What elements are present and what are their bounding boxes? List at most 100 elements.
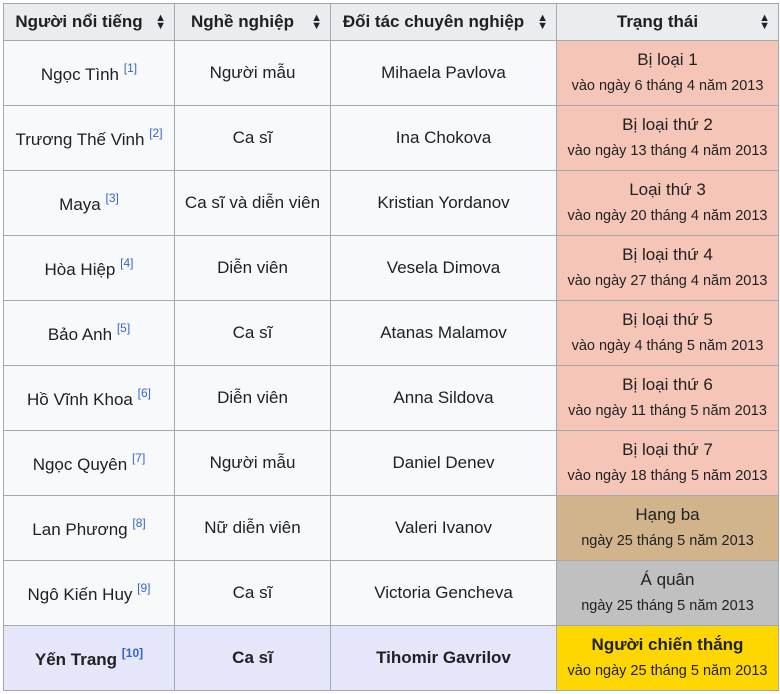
status-cell: Loại thứ 3 vào ngày 20 tháng 4 năm 2013 bbox=[556, 170, 779, 236]
status-cell: Người chiến thắng vào ngày 25 tháng 5 năm… bbox=[556, 625, 779, 691]
status-cell: Bị loại 1 vào ngày 6 tháng 4 năm 2013 bbox=[556, 40, 779, 106]
reference-link[interactable]: [10] bbox=[121, 646, 144, 660]
table-row: Hòa Hiệp [4] Diễn viên Vesela Dimova Bị … bbox=[3, 235, 779, 301]
partner-cell: Victoria Gencheva bbox=[330, 560, 557, 626]
celebrity-name: Lan Phương bbox=[32, 520, 128, 539]
partner-cell: Vesela Dimova bbox=[330, 235, 557, 301]
column-header-label: Người nổi tiếng bbox=[15, 12, 143, 31]
occupation-cell: Ca sĩ và diễn viên bbox=[174, 170, 331, 236]
partner-cell: Anna Sildova bbox=[330, 365, 557, 431]
partner-cell: Tihomir Gavrilov bbox=[330, 625, 557, 691]
column-header-label: Trạng thái bbox=[616, 12, 699, 31]
occupation-cell: Ca sĩ bbox=[174, 560, 331, 626]
celebrity-name: Hòa Hiệp bbox=[44, 260, 116, 279]
partner-cell: Ina Chokova bbox=[330, 105, 557, 171]
table-row: Trương Thế Vinh [2] Ca sĩ Ina Chokova Bị… bbox=[3, 105, 779, 171]
celebrity-name: Maya bbox=[59, 195, 101, 214]
status-date: ngày 25 tháng 5 năm 2013 bbox=[581, 598, 754, 614]
occupation-cell: Ca sĩ bbox=[174, 300, 331, 366]
contestants-table: Người nổi tiếng ▲ ▼ Nghề nghiệp ▲ ▼ Đối tác ch… bbox=[3, 3, 779, 691]
column-header-1[interactable]: Nghề nghiệp ▲ ▼ bbox=[174, 3, 331, 41]
status-text: Bị loại thứ 7 bbox=[622, 440, 713, 459]
status-cell: Bị loại thứ 2 vào ngày 13 tháng 4 năm 201… bbox=[556, 105, 779, 171]
celebrity-cell: Hòa Hiệp [4] bbox=[3, 235, 175, 301]
celebrity-name: Trương Thế Vinh bbox=[15, 130, 145, 149]
celebrity-name: Bảo Anh bbox=[47, 325, 113, 344]
table-row: Ngọc Tình [1] Người mẫu Mihaela Pavlova … bbox=[3, 40, 779, 106]
status-text: Hạng ba bbox=[635, 505, 700, 524]
table-row: Bảo Anh [5] Ca sĩ Atanas Malamov Bị loại… bbox=[3, 300, 779, 366]
celebrity-cell: Yến Trang [10] bbox=[3, 625, 175, 691]
sort-icon[interactable]: ▲ ▼ bbox=[759, 12, 770, 32]
sort-icon[interactable]: ▲ ▼ bbox=[155, 12, 166, 32]
celebrity-cell: Lan Phương [8] bbox=[3, 495, 175, 561]
celebrity-cell: Bảo Anh [5] bbox=[3, 300, 175, 366]
status-cell: Bị loại thứ 4 vào ngày 27 tháng 4 năm 201… bbox=[556, 235, 779, 301]
status-cell: Hạng ba ngày 25 tháng 5 năm 2013 bbox=[556, 495, 779, 561]
status-text: Á quân bbox=[640, 570, 695, 589]
celebrity-cell: Ngọc Tình [1] bbox=[3, 40, 175, 106]
occupation-cell: Ca sĩ bbox=[174, 625, 331, 691]
celebrity-cell: Maya [3] bbox=[3, 170, 175, 236]
celebrity-cell: Trương Thế Vinh [2] bbox=[3, 105, 175, 171]
occupation-cell: Ca sĩ bbox=[174, 105, 331, 171]
table-row: Maya [3] Ca sĩ và diễn viên Kristian Yor… bbox=[3, 170, 779, 236]
sort-icon[interactable]: ▲ ▼ bbox=[311, 12, 322, 32]
sort-icon[interactable]: ▲ ▼ bbox=[537, 12, 548, 32]
occupation-cell: Người mẫu bbox=[174, 40, 331, 106]
celebrity-cell: Ngô Kiến Huy [9] bbox=[3, 560, 175, 626]
partner-cell: Valeri Ivanov bbox=[330, 495, 557, 561]
status-text: Bị loại thứ 4 bbox=[622, 245, 713, 264]
column-header-0[interactable]: Người nổi tiếng ▲ ▼ bbox=[3, 3, 175, 41]
occupation-cell: Diễn viên bbox=[174, 365, 331, 431]
column-header-label: Nghề nghiệp bbox=[191, 12, 294, 31]
partner-cell: Kristian Yordanov bbox=[330, 170, 557, 236]
status-text: Bị loại thứ 6 bbox=[622, 375, 713, 394]
status-cell: Á quân ngày 25 tháng 5 năm 2013 bbox=[556, 560, 779, 626]
column-header-label: Đối tác chuyên nghiệp bbox=[342, 12, 525, 31]
reference-link[interactable]: [3] bbox=[105, 191, 119, 205]
status-cell: Bị loại thứ 6 vào ngày 11 tháng 5 năm 201… bbox=[556, 365, 779, 431]
status-cell: Bị loại thứ 7 vào ngày 18 tháng 5 năm 201… bbox=[556, 430, 779, 496]
celebrity-name: Ngọc Tình bbox=[40, 65, 120, 84]
status-date: vào ngày 11 tháng 5 năm 2013 bbox=[568, 403, 767, 419]
column-header-2[interactable]: Đối tác chuyên nghiệp ▲ ▼ bbox=[330, 3, 557, 41]
table-row: Ngọc Quyên [7] Người mẫu Daniel Denev Bị… bbox=[3, 430, 779, 496]
reference-link[interactable]: [2] bbox=[149, 126, 163, 140]
celebrity-name: Ngọc Quyên bbox=[32, 455, 128, 474]
status-date: vào ngày 25 tháng 5 năm 2013 bbox=[567, 663, 768, 679]
partner-cell: Mihaela Pavlova bbox=[330, 40, 557, 106]
status-date: vào ngày 18 tháng 5 năm 2013 bbox=[567, 468, 768, 484]
reference-link[interactable]: [4] bbox=[120, 256, 134, 270]
occupation-cell: Diễn viên bbox=[174, 235, 331, 301]
column-header-3[interactable]: Trạng thái ▲ ▼ bbox=[556, 3, 779, 41]
celebrity-cell: Ngọc Quyên [7] bbox=[3, 430, 175, 496]
occupation-cell: Người mẫu bbox=[174, 430, 331, 496]
celebrity-name: Ngô Kiến Huy bbox=[27, 585, 133, 604]
status-text: Bị loại 1 bbox=[637, 50, 698, 69]
celebrity-name: Hồ Vĩnh Khoa bbox=[27, 390, 133, 409]
table-row: Lan Phương [8] Nữ diễn viên Valeri Ivano… bbox=[3, 495, 779, 561]
status-date: vào ngày 27 tháng 4 năm 2013 bbox=[567, 273, 768, 289]
status-text: Người chiến thắng bbox=[591, 635, 744, 654]
celebrity-name: Yến Trang bbox=[34, 650, 118, 669]
celebrity-cell: Hồ Vĩnh Khoa [6] bbox=[3, 365, 175, 431]
status-text: Bị loại thứ 2 bbox=[622, 115, 713, 134]
reference-link[interactable]: [1] bbox=[123, 61, 138, 75]
table-row: Hồ Vĩnh Khoa [6] Diễn viên Anna Sildova … bbox=[3, 365, 779, 431]
status-date: vào ngày 4 tháng 5 năm 2013 bbox=[571, 338, 764, 354]
partner-cell: Daniel Denev bbox=[330, 430, 557, 496]
status-date: vào ngày 20 tháng 4 năm 2013 bbox=[567, 208, 768, 224]
reference-link[interactable]: [7] bbox=[131, 451, 146, 465]
occupation-cell: Nữ diễn viên bbox=[174, 495, 331, 561]
reference-link[interactable]: [9] bbox=[137, 581, 151, 595]
reference-link[interactable]: [8] bbox=[132, 516, 146, 530]
reference-link[interactable]: [5] bbox=[116, 321, 131, 335]
status-date: ngày 25 tháng 5 năm 2013 bbox=[581, 533, 754, 549]
reference-link[interactable]: [6] bbox=[137, 386, 151, 400]
status-text: Loại thứ 3 bbox=[629, 180, 706, 199]
status-cell: Bị loại thứ 5 vào ngày 4 tháng 5 năm 2013 bbox=[556, 300, 779, 366]
status-text: Bị loại thứ 5 bbox=[622, 310, 713, 329]
status-date: vào ngày 13 tháng 4 năm 2013 bbox=[567, 143, 768, 159]
status-date: vào ngày 6 tháng 4 năm 2013 bbox=[571, 78, 764, 94]
